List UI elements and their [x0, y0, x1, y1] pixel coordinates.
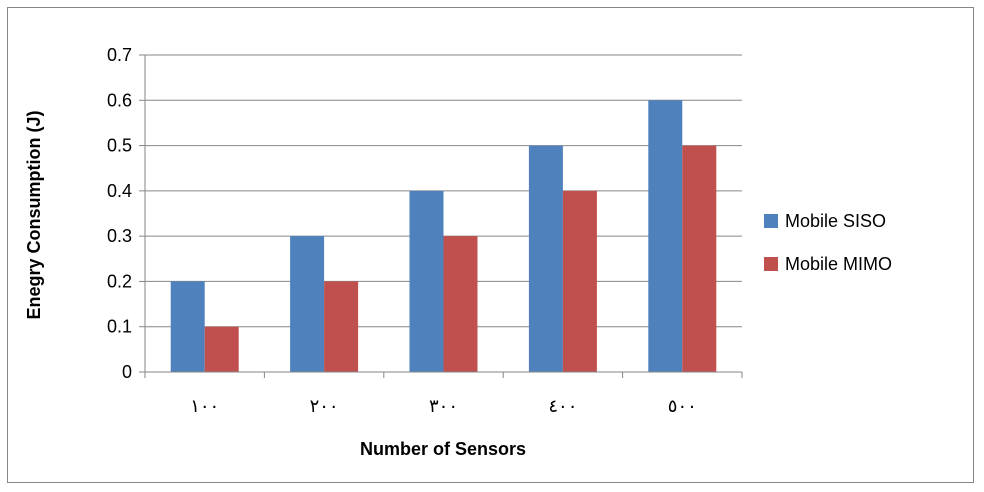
y-tick-label: 0.5 — [107, 136, 132, 156]
bar-mobile-mimo — [204, 326, 239, 372]
bar-mobile-siso — [170, 281, 205, 372]
x-tick-labels: ١٠٠ ٢٠٠ ٣٠٠ ٤٠٠ ٥٠٠ — [190, 396, 697, 417]
bar-mobile-siso — [409, 190, 444, 372]
x-tick-label: ٥٠٠ — [668, 396, 697, 417]
bar-mobile-mimo — [324, 281, 359, 372]
bar-mobile-siso — [528, 145, 563, 372]
legend-label: Mobile MIMO — [785, 254, 892, 274]
legend-label: Mobile SISO — [785, 211, 886, 231]
y-tick-label: 0.2 — [107, 271, 132, 291]
y-tick-label: 0.1 — [107, 317, 132, 337]
bar-mobile-mimo — [682, 145, 717, 372]
bar-mobile-mimo — [443, 236, 478, 372]
axes — [144, 55, 743, 378]
x-tick-label: ٢٠٠ — [310, 396, 339, 417]
legend: Mobile SISO Mobile MIMO — [764, 211, 892, 274]
x-tick-label: ٤٠٠ — [548, 396, 577, 417]
y-axis-title: Enegry Consumption (J) — [24, 110, 44, 319]
y-tick-label: 0.6 — [107, 90, 132, 110]
bar-mobile-mimo — [562, 190, 597, 372]
legend-swatch — [764, 214, 778, 228]
bars — [170, 100, 717, 373]
y-tick-label: 0.4 — [107, 181, 132, 201]
y-tick-label: 0.3 — [107, 226, 132, 246]
x-tick-label: ١٠٠ — [190, 396, 219, 417]
x-tick-label: ٣٠٠ — [429, 396, 458, 417]
y-tick-labels: 0 0.1 0.2 0.3 0.4 0.5 0.6 0.7 — [107, 45, 132, 382]
y-tick-label: 0 — [122, 362, 132, 382]
legend-swatch — [764, 257, 778, 271]
x-axis-title: Number of Sensors — [360, 439, 526, 459]
bar-mobile-siso — [290, 236, 325, 372]
y-tick-label: 0.7 — [107, 45, 132, 65]
bar-mobile-siso — [648, 100, 683, 373]
chart-frame — [7, 7, 974, 483]
